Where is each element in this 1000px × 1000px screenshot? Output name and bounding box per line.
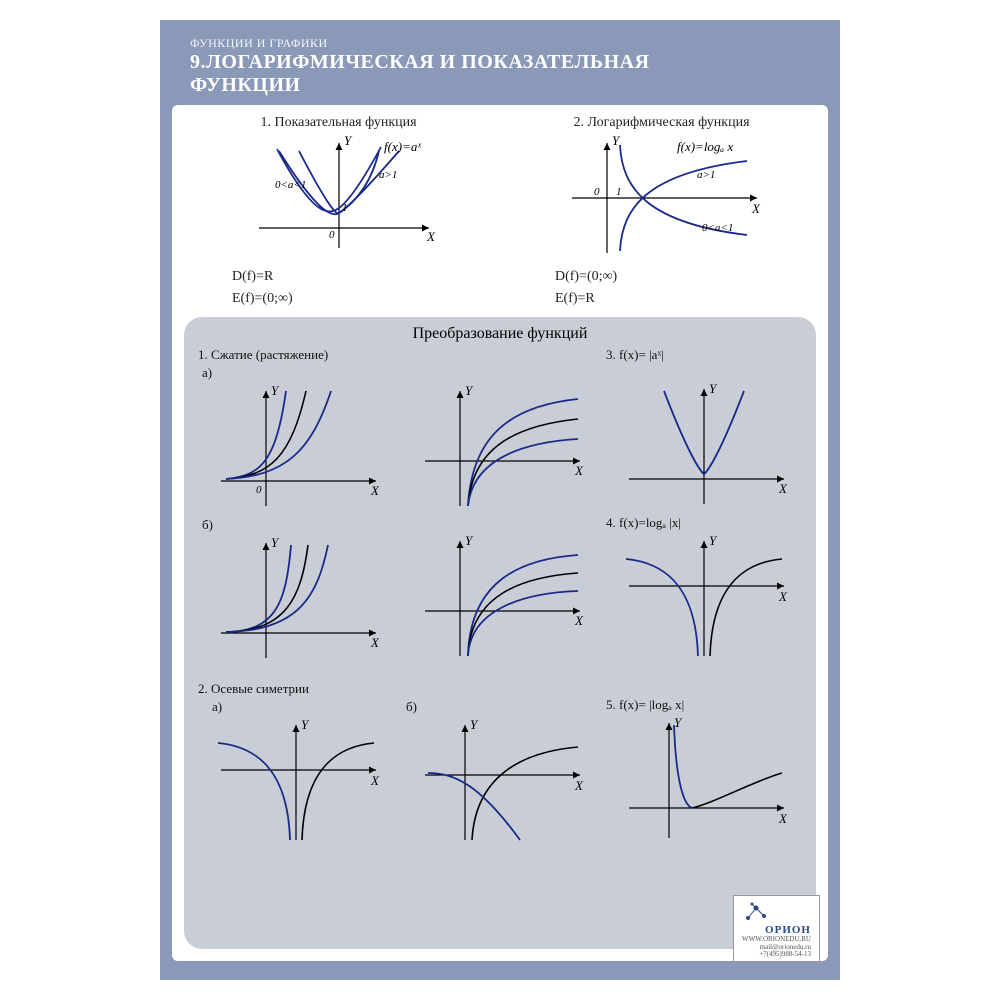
graph-5: Y X <box>614 713 794 843</box>
svg-text:X: X <box>778 589 788 604</box>
cell-4: 4. f(x)=logₐ |x| Y X <box>606 515 802 663</box>
svg-text:0: 0 <box>594 186 600 198</box>
exp-title: 1. Показательная функция <box>192 115 485 131</box>
exponential-block: 1. Показательная функция Y X 0 1 0<a<1 a… <box>192 115 485 307</box>
svg-text:X: X <box>370 483 380 498</box>
svg-text:a>1: a>1 <box>697 169 715 181</box>
exp-range: E(f)=(0;∞) <box>232 291 485 307</box>
svg-text:Y: Y <box>709 381 718 396</box>
svg-text:X: X <box>426 229 436 244</box>
svg-text:X: X <box>370 635 380 650</box>
cell-3: 3. f(x)= |aˣ| Y X <box>606 347 802 511</box>
svg-text:1: 1 <box>616 186 622 198</box>
svg-text:X: X <box>574 463 584 478</box>
graph-1a: Y X 0 <box>206 381 386 511</box>
cell-1b: б) Y X <box>198 515 394 663</box>
cell-5: 5. f(x)= |logₐ x| Y X <box>606 681 802 845</box>
svg-text:Y: Y <box>465 533 474 548</box>
title-line2: ФУНКЦИИ <box>190 74 810 97</box>
svg-text:Y: Y <box>465 383 474 398</box>
graph-1b: Y X <box>206 533 386 663</box>
svg-text:0<a<1: 0<a<1 <box>275 179 306 191</box>
transforms-panel: Преобразование функций 1. Сжатие (растяж… <box>184 317 816 949</box>
svg-text:X: X <box>574 778 584 793</box>
svg-text:Y: Y <box>301 717 310 732</box>
svg-text:X: X <box>778 481 788 496</box>
svg-text:f(x)=logₐ x: f(x)=logₐ x <box>677 139 733 154</box>
graph-2a: Y X <box>206 715 386 845</box>
svg-text:a>1: a>1 <box>379 169 397 181</box>
publisher-logo: ОРИОН WWW.ORIONEDU.RU mail@orionedu.ru +… <box>733 895 820 962</box>
exp-graph: Y X 0 1 0<a<1 a>1 f(x)=aˣ <box>229 133 449 263</box>
graph-1a-log: Y X <box>410 381 590 511</box>
svg-text:X: X <box>370 773 380 788</box>
row-3: 2. Осевые симетрии а) Y X б) <box>198 681 802 845</box>
svg-text:0: 0 <box>256 484 262 496</box>
svg-text:X: X <box>778 811 788 826</box>
transforms-title: Преобразование функций <box>198 325 802 343</box>
svg-text:0<a<1: 0<a<1 <box>702 222 733 234</box>
log-range: E(f)=R <box>555 291 808 307</box>
graph-2b: Y X <box>410 715 590 845</box>
svg-text:Y: Y <box>674 715 683 730</box>
svg-text:f(x)=aˣ: f(x)=aˣ <box>384 139 421 154</box>
row-2: б) Y X <box>198 515 802 663</box>
graph-4: Y X <box>614 531 794 661</box>
header: ФУНКЦИИ И ГРАФИКИ 9.ЛОГАРИФМИЧЕСКАЯ И ПО… <box>172 32 828 105</box>
log-title: 2. Логарифмическая функция <box>515 115 808 131</box>
title-line1: 9.ЛОГАРИФМИЧЕСКАЯ И ПОКАЗАТЕЛЬНАЯ <box>190 51 810 74</box>
logo-icon <box>742 900 770 924</box>
svg-text:Y: Y <box>709 533 718 548</box>
cell-2a: 2. Осевые симетрии а) Y X <box>198 681 394 845</box>
graph-3: Y X <box>614 379 794 509</box>
poster-frame: ФУНКЦИИ И ГРАФИКИ 9.ЛОГАРИФМИЧЕСКАЯ И ПО… <box>160 20 840 980</box>
svg-text:Y: Y <box>344 133 353 148</box>
log-graph: Y X 0 1 a>1 0<a<1 f(x)=logₐ x <box>552 133 772 263</box>
log-block: 2. Логарифмическая функция Y X 0 1 a>1 0… <box>515 115 808 307</box>
svg-text:Y: Y <box>271 535 280 550</box>
logo-phone: +7(495)988-54-13 <box>742 951 811 959</box>
svg-text:Y: Y <box>271 383 280 398</box>
cell-1a-log: Y X <box>402 347 598 511</box>
svg-text:0: 0 <box>329 229 335 241</box>
svg-text:Y: Y <box>470 717 479 732</box>
svg-text:X: X <box>751 201 761 216</box>
svg-text:X: X <box>574 613 584 628</box>
graph-1b-log: Y X <box>410 531 590 661</box>
top-panel: 1. Показательная функция Y X 0 1 0<a<1 a… <box>172 105 828 311</box>
cell-2b: б) Y X <box>402 681 598 845</box>
bottom-panel: Преобразование функций 1. Сжатие (растяж… <box>172 311 828 961</box>
cell-1a: 1. Сжатие (растяжение) а) Y X 0 <box>198 347 394 511</box>
row-1: 1. Сжатие (растяжение) а) Y X 0 <box>198 347 802 511</box>
exp-domain: D(f)=R <box>232 269 485 285</box>
supertitle: ФУНКЦИИ И ГРАФИКИ <box>190 36 810 51</box>
log-domain: D(f)=(0;∞) <box>555 269 808 285</box>
cell-1b-log: Y X <box>402 515 598 663</box>
svg-text:1: 1 <box>342 202 348 214</box>
